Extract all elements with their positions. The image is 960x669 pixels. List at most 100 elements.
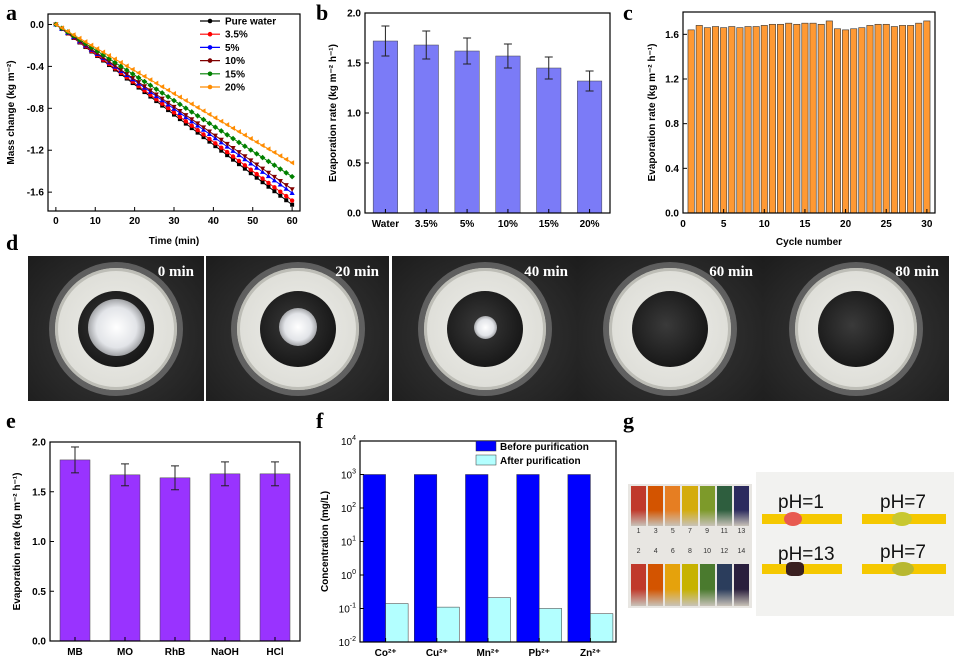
data-point (147, 88, 153, 93)
bar-cycle-28 (907, 25, 915, 214)
data-point (88, 44, 95, 51)
data-point (242, 143, 248, 149)
y-tick-label: 0.4 (665, 164, 679, 175)
y-axis-label: Mass change (kg m⁻²) (6, 60, 17, 164)
y-tick-label: 10-1 (339, 603, 356, 616)
data-point (259, 154, 266, 161)
indicator-pad (682, 486, 698, 526)
y-tick-label: -1.2 (27, 146, 45, 157)
chart-b: Water 3.5% 5% 10% 15% 20% 0.0 0.5 1.0 1.5 2.0 Evapo… (328, 9, 611, 230)
y-tick-label: 0.0 (32, 637, 46, 648)
data-point (248, 160, 254, 166)
y-tick-label: 0.0 (665, 209, 679, 220)
legend-label-2: 5% (225, 43, 240, 54)
bar-cycle-6 (728, 26, 736, 214)
evaporator-disk (818, 291, 894, 367)
y-tick-label: -0.8 (27, 104, 45, 115)
x-tick-label: 15% (539, 219, 559, 230)
salt-crystals (473, 315, 497, 339)
data-point (195, 121, 201, 126)
data-point (189, 101, 194, 107)
data-point (248, 171, 253, 176)
series-20% (53, 21, 295, 166)
x-tick-label: RhB (165, 647, 186, 658)
ph7-sample-bottom (862, 562, 946, 576)
y-tick-label: 1.0 (347, 109, 361, 120)
evaporator-disk (259, 291, 336, 367)
bar-cycle-22 (858, 27, 866, 214)
x-tick-label: 20% (580, 219, 600, 230)
y-tick-label: -0.4 (27, 62, 45, 73)
x-tick-label: 30 (921, 219, 933, 230)
bar-After purification-3 (538, 608, 562, 643)
data-point (271, 149, 277, 156)
indicator-pad (648, 564, 664, 606)
x-tick-label: HCl (266, 647, 283, 658)
data-point (118, 63, 124, 70)
data-point (147, 82, 154, 89)
strip-number: 14 (737, 548, 746, 555)
data-point (171, 110, 177, 115)
y-tick-label: 101 (341, 536, 356, 549)
data-point (224, 131, 230, 138)
y-tick-label: 2.0 (347, 9, 361, 20)
data-point (236, 150, 242, 155)
bar-Before purification-3 (516, 474, 540, 643)
ph7-sample-top (862, 512, 946, 526)
salt-crystals (87, 298, 145, 356)
legend-label-5: 20% (225, 83, 245, 94)
data-point (265, 170, 272, 176)
data-point (124, 63, 129, 69)
photo-20-min: 20 min (206, 256, 389, 401)
x-tick-label: Pb²⁺ (529, 648, 550, 659)
data-point (94, 46, 100, 52)
indicator-pad (665, 486, 681, 526)
y-tick-label: 104 (341, 435, 356, 448)
y-tick-label: 1.5 (32, 487, 46, 498)
data-point (70, 32, 76, 38)
legend-label-1: 3.5% (225, 30, 248, 41)
data-point (224, 149, 230, 155)
data-point (106, 59, 112, 65)
legend-marker (207, 45, 213, 50)
ph13-label: pH=13 (778, 544, 835, 565)
x-tick-label: Mn²⁺ (476, 648, 499, 659)
bar-cycle-3 (703, 27, 711, 214)
strip-number: 3 (653, 528, 658, 535)
data-point (265, 158, 272, 165)
data-point (82, 39, 88, 45)
data-point (271, 177, 278, 183)
chart-e: MB MO RhB NaOH HCl 0.0 0.5 1.0 1.5 2.0 Evaporation… (12, 438, 301, 658)
x-tick-label: 10% (498, 219, 518, 230)
time-label: 80 min (895, 264, 939, 280)
data-point (159, 84, 165, 90)
data-point (242, 132, 247, 138)
data-point (153, 80, 159, 86)
data-point (224, 122, 230, 128)
bar-Before purification-4 (567, 474, 591, 643)
data-point (247, 147, 254, 153)
data-point (278, 189, 283, 194)
data-point (153, 92, 159, 98)
data-point (248, 167, 253, 172)
legend-marker (207, 84, 213, 90)
bar-After purification-1 (436, 606, 460, 643)
bar-After purification-4 (590, 613, 614, 643)
legend-marker (207, 31, 213, 37)
data-point (254, 165, 260, 170)
data-point (218, 137, 224, 143)
y-tick-label: 10-2 (339, 636, 356, 649)
bar-cycle-4 (712, 26, 719, 214)
photo-60-min: 60 min (577, 256, 763, 401)
x-tick-label: 60 (287, 216, 299, 227)
panel-label-e: e (6, 408, 16, 433)
data-point (254, 171, 259, 177)
data-point (159, 101, 165, 106)
x-tick-label: Water (372, 219, 400, 230)
x-axis-label: Time (min) (149, 236, 199, 247)
bar-After purification-0 (385, 603, 409, 643)
data-point (65, 28, 70, 34)
data-point (189, 126, 194, 131)
data-point (177, 117, 182, 122)
data-point (236, 152, 242, 158)
